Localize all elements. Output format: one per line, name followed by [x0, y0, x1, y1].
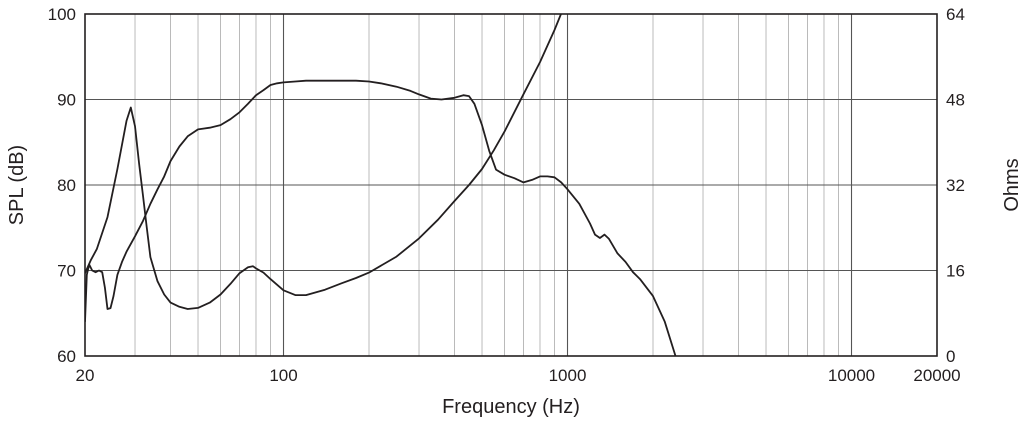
x-tick-label: 100	[269, 366, 297, 385]
curves	[85, 14, 677, 356]
y-tick-label: 90	[57, 91, 76, 110]
y-tick-label: 60	[57, 347, 76, 366]
grid	[85, 14, 937, 356]
y-axis-title: SPL (dB)	[6, 145, 28, 225]
y2-tick-label: 48	[946, 91, 965, 110]
y2-axis-title: Ohms	[1001, 158, 1023, 211]
x-tick-label: 20	[76, 366, 95, 385]
spl-curve	[85, 79, 677, 356]
y-tick-label: 100	[48, 5, 76, 24]
y2-tick-label: 32	[946, 176, 965, 195]
x-axis-title: Frequency (Hz)	[442, 396, 580, 418]
y-tick-label: 80	[57, 176, 76, 195]
y2-tick-label: 64	[946, 5, 965, 24]
plot-frame	[84, 13, 938, 357]
y-tick-label: 70	[57, 262, 76, 281]
x-tick-label: 10000	[828, 366, 875, 385]
x-tick-label: 20000	[913, 366, 960, 385]
y2-tick-label: 16	[946, 262, 965, 281]
impedance-curve	[85, 14, 562, 310]
x-tick-label: 1000	[549, 366, 587, 385]
y2-tick-label: 0	[946, 347, 955, 366]
